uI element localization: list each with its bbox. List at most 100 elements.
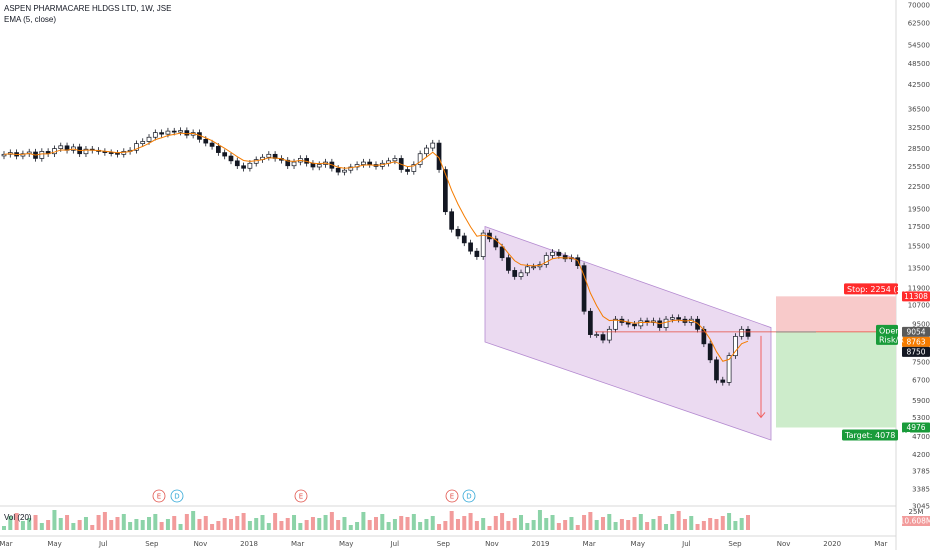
volume-bar: [285, 518, 290, 530]
time-tick-label: 2019: [532, 540, 550, 548]
volume-bar: [128, 522, 133, 530]
earnings-marker: E: [152, 489, 166, 503]
volume-bar: [102, 512, 107, 530]
price-tick-label: 5300: [912, 414, 930, 422]
volume-bar: [500, 513, 505, 530]
candle-body: [588, 310, 593, 335]
volume-bar: [708, 518, 713, 530]
candle-body: [417, 153, 423, 165]
time-tick-label: Mar: [291, 540, 304, 548]
time-tick-label: 2020: [823, 540, 841, 548]
volume-bar: [405, 517, 410, 530]
volume-bar: [367, 520, 372, 530]
candle-body: [531, 266, 536, 269]
volume-bar: [392, 519, 397, 530]
earnings-marker: E: [445, 489, 459, 503]
price-tag-last: 8750: [902, 346, 930, 357]
candle-body: [499, 246, 505, 259]
volume-bar: [626, 520, 631, 530]
channel-area: [484, 225, 772, 441]
volume-bar: [430, 516, 435, 530]
candle-body: [367, 161, 373, 165]
candle-body: [726, 355, 732, 383]
descending-channel[interactable]: [484, 225, 772, 441]
ema-indicator-label[interactable]: EMA (5, close): [4, 15, 57, 24]
time-tick-label: Nov: [194, 540, 208, 548]
price-tag-bg: [902, 422, 930, 433]
volume-bar: [569, 517, 574, 530]
event-circle: [462, 489, 476, 503]
volume-bar: [374, 517, 378, 530]
volume-bar: [746, 515, 750, 530]
price-tick-label: 19500: [908, 206, 930, 214]
volume-bar: [563, 520, 568, 530]
target-label-text: Target: 4078 (45: [844, 431, 911, 440]
candle-body: [228, 155, 234, 162]
candle-body: [266, 153, 272, 158]
volume-bar: [235, 516, 240, 530]
candle-body: [562, 255, 568, 260]
volume-bar: [90, 525, 95, 530]
position-zones: [776, 296, 896, 428]
volume-bar: [96, 515, 101, 530]
volume-bar: [147, 517, 152, 530]
volume-bar: [355, 522, 360, 530]
volume-indicator-label[interactable]: Vol (20): [4, 513, 32, 522]
candle-body: [461, 235, 467, 244]
price-tick-label: 4200: [912, 451, 930, 459]
volume-bar: [65, 515, 70, 530]
candle-body: [430, 142, 436, 149]
candle-body: [695, 318, 700, 330]
risk-reward-label-bg: [876, 333, 898, 345]
target-label-bg: [842, 429, 898, 441]
volume-bar: [361, 512, 366, 530]
candle-body: [159, 132, 164, 135]
volume-bar: [386, 522, 391, 530]
candle-body: [216, 146, 221, 153]
price-tick-label: 13500: [908, 265, 930, 273]
volume-bar: [645, 522, 650, 530]
candle-body: [411, 164, 417, 172]
volume-bar: [8, 516, 13, 530]
candle-body: [524, 266, 530, 274]
price-tick-label: 54500: [908, 41, 930, 49]
candle-body: [543, 255, 549, 265]
price-tick-label: 4700: [912, 433, 930, 441]
candle-body: [83, 148, 89, 155]
volume-bar: [39, 523, 44, 530]
candle-body: [424, 147, 429, 155]
position-tool[interactable]: [595, 331, 896, 419]
candle-body: [518, 272, 524, 277]
candle-body: [512, 270, 518, 277]
volume-bar: [33, 515, 38, 530]
time-tick-label: Mar: [583, 540, 596, 548]
candle-body: [285, 159, 291, 167]
price-tick-label: 3785: [912, 468, 930, 476]
candle-body: [140, 141, 146, 144]
price-tick-label: 11900: [908, 285, 930, 293]
price-tick-label: 22500: [908, 183, 930, 191]
volume-bar: [462, 516, 467, 530]
price-tick-label: 48500: [908, 60, 930, 68]
time-axis[interactable]: Mar May Jul Sep Nov 2018 Mar May Jul Sep Nov 2019 Ma…: [0, 540, 888, 548]
time-tick-label: Sep: [437, 540, 451, 548]
volume-bar: [241, 513, 246, 530]
price-tag-value: 8750: [906, 347, 925, 356]
volume-bar: [399, 516, 404, 530]
candle-body: [449, 211, 455, 230]
volume-bar: [664, 524, 669, 530]
volume-bar: [607, 514, 612, 530]
time-tick-label: Mar: [0, 540, 13, 548]
price-tag-entry: 9054: [902, 326, 930, 337]
candle-body: [316, 164, 322, 168]
volume-bar: [733, 521, 738, 530]
candle-body: [455, 228, 461, 237]
price-axis[interactable]: 70000 62500 54500 48500 42500 36500 32500 28500…: [908, 2, 930, 511]
volume-bar: [651, 519, 656, 530]
volume-bar: [437, 524, 442, 530]
candle-body: [335, 167, 341, 173]
volume-bar: [140, 520, 145, 530]
